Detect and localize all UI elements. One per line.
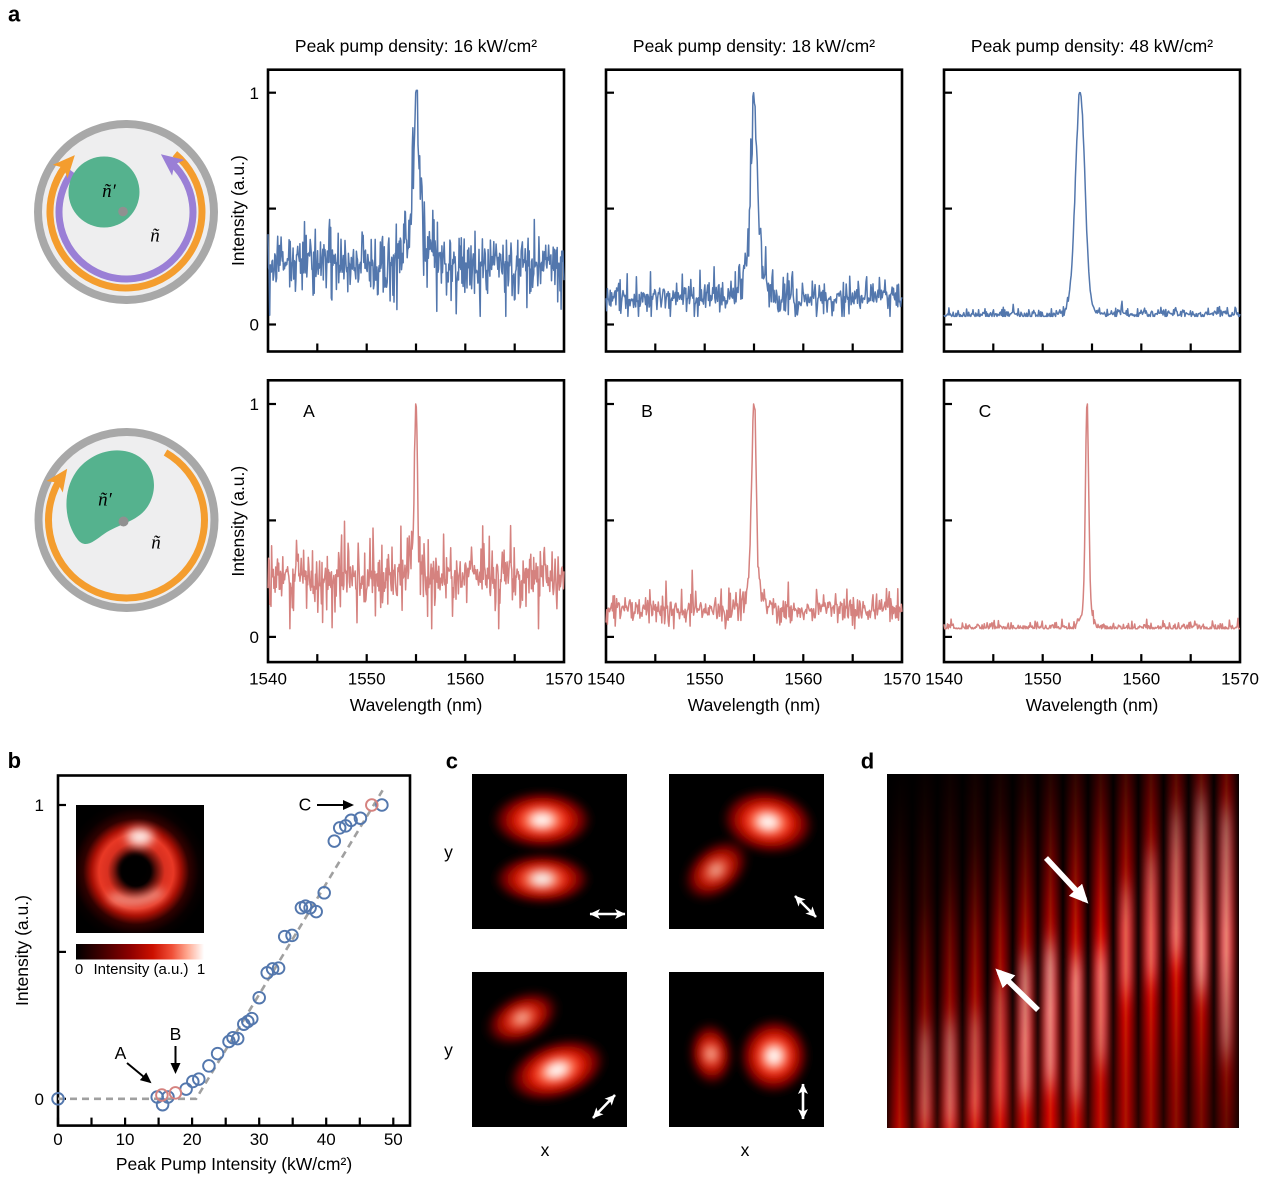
svg-text:x: x xyxy=(741,1140,750,1160)
svg-text:1540: 1540 xyxy=(587,670,625,689)
svg-text:0: 0 xyxy=(35,1090,44,1109)
svg-text:20: 20 xyxy=(183,1130,202,1149)
svg-text:Intensity (a.u.): Intensity (a.u.) xyxy=(12,895,32,1006)
svg-text:Wavelength (nm): Wavelength (nm) xyxy=(350,695,483,715)
svg-text:Wavelength (nm): Wavelength (nm) xyxy=(1026,695,1159,715)
svg-text:C: C xyxy=(299,795,312,815)
svg-text:B: B xyxy=(641,401,653,421)
svg-text:y: y xyxy=(444,842,453,862)
svg-text:A: A xyxy=(303,401,315,421)
svg-text:1: 1 xyxy=(250,395,259,414)
svg-text:1: 1 xyxy=(197,961,205,978)
svg-text:c: c xyxy=(446,749,458,774)
svg-text:1550: 1550 xyxy=(1024,670,1062,689)
svg-text:40: 40 xyxy=(317,1130,336,1149)
svg-text:C: C xyxy=(979,401,992,421)
svg-text:1540: 1540 xyxy=(249,670,287,689)
svg-text:1560: 1560 xyxy=(1122,670,1160,689)
svg-text:1550: 1550 xyxy=(348,670,386,689)
svg-text:a: a xyxy=(8,1,21,26)
svg-text:30: 30 xyxy=(250,1130,269,1149)
svg-text:0: 0 xyxy=(250,316,259,335)
svg-text:y: y xyxy=(444,1040,453,1060)
svg-text:1: 1 xyxy=(35,796,44,815)
svg-text:ñ: ñ xyxy=(150,226,160,247)
svg-text:Intensity (a.u.): Intensity (a.u.) xyxy=(228,466,248,577)
svg-text:ñ′: ñ′ xyxy=(102,181,117,202)
svg-text:10: 10 xyxy=(116,1130,135,1149)
svg-text:b: b xyxy=(8,748,21,773)
svg-text:1570: 1570 xyxy=(883,670,921,689)
svg-text:B: B xyxy=(170,1024,182,1044)
svg-text:0: 0 xyxy=(75,961,83,978)
svg-text:A: A xyxy=(115,1043,127,1063)
svg-text:0: 0 xyxy=(53,1130,62,1149)
svg-text:0: 0 xyxy=(250,628,259,647)
svg-text:1550: 1550 xyxy=(686,670,724,689)
svg-text:d: d xyxy=(861,749,874,774)
svg-text:1570: 1570 xyxy=(1221,670,1259,689)
svg-text:Peak pump density: 48 kW/cm²: Peak pump density: 48 kW/cm² xyxy=(971,36,1213,56)
svg-text:Intensity (a.u.): Intensity (a.u.) xyxy=(93,961,188,978)
svg-text:Intensity (a.u.): Intensity (a.u.) xyxy=(228,155,248,266)
svg-text:ñ′: ñ′ xyxy=(98,490,113,511)
svg-text:Peak Pump Intensity (kW/cm²): Peak Pump Intensity (kW/cm²) xyxy=(116,1154,352,1174)
svg-text:ñ: ñ xyxy=(151,533,161,554)
svg-text:1570: 1570 xyxy=(545,670,583,689)
svg-text:Peak pump density: 16 kW/cm²: Peak pump density: 16 kW/cm² xyxy=(295,36,537,56)
svg-text:1540: 1540 xyxy=(925,670,963,689)
svg-text:1: 1 xyxy=(250,84,259,103)
svg-text:50: 50 xyxy=(384,1130,403,1149)
svg-text:1560: 1560 xyxy=(784,670,822,689)
svg-text:1560: 1560 xyxy=(446,670,484,689)
svg-text:Wavelength (nm): Wavelength (nm) xyxy=(688,695,821,715)
svg-text:x: x xyxy=(541,1140,550,1160)
svg-text:Peak pump density: 18 kW/cm²: Peak pump density: 18 kW/cm² xyxy=(633,36,875,56)
